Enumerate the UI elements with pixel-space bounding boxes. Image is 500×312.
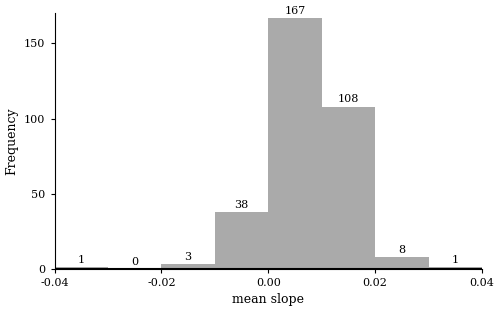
X-axis label: mean slope: mean slope — [232, 294, 304, 306]
Text: 167: 167 — [284, 6, 306, 16]
Bar — [54, 267, 108, 269]
Bar — [375, 257, 428, 269]
Bar — [162, 264, 215, 269]
Text: 0: 0 — [131, 256, 138, 267]
Bar — [322, 107, 375, 269]
Text: 1: 1 — [78, 255, 85, 265]
Text: 3: 3 — [184, 252, 192, 262]
Text: 38: 38 — [234, 199, 248, 210]
Text: 1: 1 — [452, 255, 459, 265]
Bar — [215, 212, 268, 269]
Bar — [428, 267, 482, 269]
Y-axis label: Frequency: Frequency — [6, 107, 18, 175]
Bar — [268, 18, 322, 269]
Text: 8: 8 — [398, 245, 406, 255]
Text: 108: 108 — [338, 94, 359, 104]
